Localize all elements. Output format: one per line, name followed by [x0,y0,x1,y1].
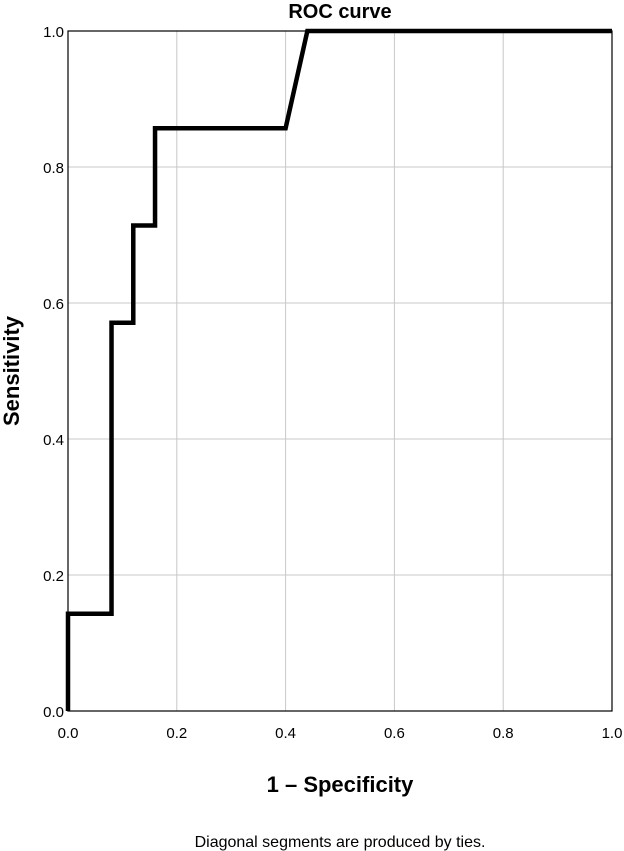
tick-labels: 0.0 0.2 0.4 0.6 0.8 1.0 0.0 0.2 0.4 0.6 0.8 1.0 [43,24,622,742]
y-axis-label: Sensitivity [0,315,24,426]
y-tick-label: 1.0 [43,24,64,41]
x-tick-label: 0.4 [275,725,296,742]
x-tick-label: 0.6 [384,725,405,742]
x-axis-label: 1 – Specificity [267,772,415,797]
x-tick-label: 1.0 [602,725,623,742]
plot-frame [67,30,613,712]
y-tick-label: 0.6 [43,296,64,313]
chart-title: ROC curve [288,1,391,23]
y-tick-label: 0.8 [43,160,64,177]
footnote: Diagonal segments are produced by ties. [195,834,486,851]
x-tick-label: 0.8 [493,725,514,742]
grid [67,30,613,712]
x-tick-label: 0.0 [58,725,79,742]
x-tick-label: 0.2 [166,725,187,742]
y-tick-label: 0.0 [43,704,64,721]
roc-curve-line [65,28,612,711]
y-tick-label: 0.2 [43,568,64,585]
y-tick-label: 0.4 [43,432,64,449]
